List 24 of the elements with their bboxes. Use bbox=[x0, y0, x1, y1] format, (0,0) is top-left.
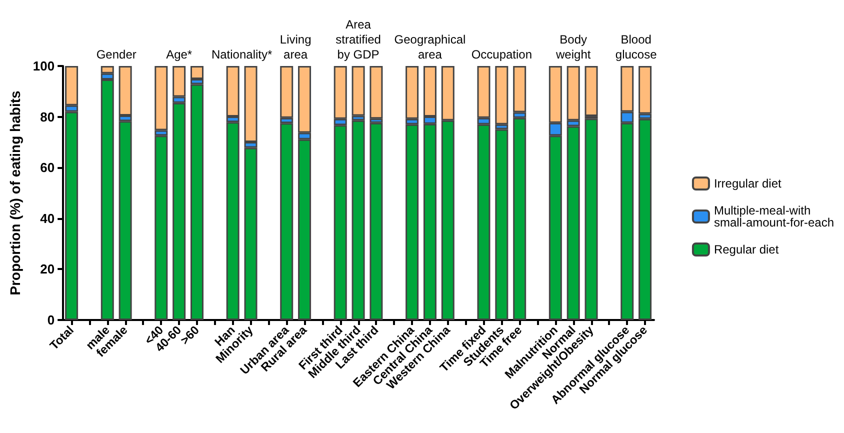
y-tick-label: 60 bbox=[40, 160, 55, 176]
legend-label: Irregular diet bbox=[714, 176, 782, 190]
y-tick-label: 40 bbox=[40, 210, 55, 226]
text: Body weight bbox=[555, 32, 592, 62]
text: Blood glucose bbox=[615, 32, 658, 62]
text: Age* bbox=[166, 48, 192, 62]
legend-label: Multiple-meal-with small-amount-for-each bbox=[714, 204, 834, 230]
bar bbox=[352, 120, 365, 320]
bar bbox=[370, 122, 383, 320]
bar bbox=[370, 66, 383, 119]
legend-label: Regular diet bbox=[714, 242, 780, 256]
y-tick-label: 0 bbox=[47, 312, 55, 328]
y-tick-label: 20 bbox=[40, 262, 55, 277]
y-tick-label: 80 bbox=[40, 109, 55, 124]
text: Occupation bbox=[471, 48, 532, 62]
text: Gender bbox=[96, 48, 136, 62]
text: Living area bbox=[280, 32, 312, 62]
y-axis-title: Proportion (%) of eating habits bbox=[7, 90, 23, 296]
bar bbox=[584, 66, 598, 116]
text: Nationality* bbox=[211, 48, 272, 62]
text: Area stratified by GDP bbox=[336, 18, 381, 62]
y-tick-label: 100 bbox=[32, 58, 55, 74]
bar bbox=[584, 118, 598, 320]
text: Geographical area bbox=[394, 32, 466, 62]
